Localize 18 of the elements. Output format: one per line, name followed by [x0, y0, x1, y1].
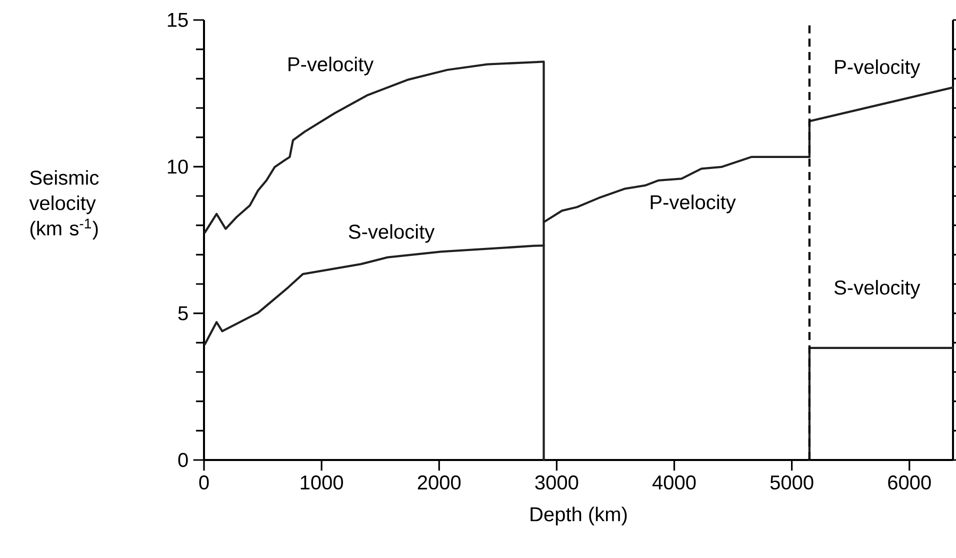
- y-tick-label: 10: [168, 160, 188, 174]
- x-tick-label: 6000: [888, 475, 931, 490]
- series-label: P-velocity: [288, 56, 374, 76]
- series-label: P-velocity: [835, 59, 920, 78]
- x-tick-label: 3000: [535, 475, 578, 490]
- x-tick-label: 0: [199, 475, 209, 490]
- text: S-velocity: [834, 280, 920, 299]
- y-tick-label: 0: [178, 452, 188, 468]
- y-tick-label: 5: [178, 306, 188, 320]
- series-label: S-velocity: [348, 224, 435, 243]
- x-axis-title: Depth (km): [530, 506, 627, 526]
- y-axis-title: Seismic velocity (km s$^{-1}$): [29, 170, 99, 240]
- x-tick-label: 4000: [652, 475, 696, 490]
- x-tick-label: 5000: [770, 475, 814, 490]
- x-tick-label: 2000: [418, 475, 461, 490]
- series-label: P-velocity: [650, 194, 736, 214]
- y-tick-label: 15: [168, 13, 188, 27]
- x-tick-label: 1000: [300, 475, 344, 490]
